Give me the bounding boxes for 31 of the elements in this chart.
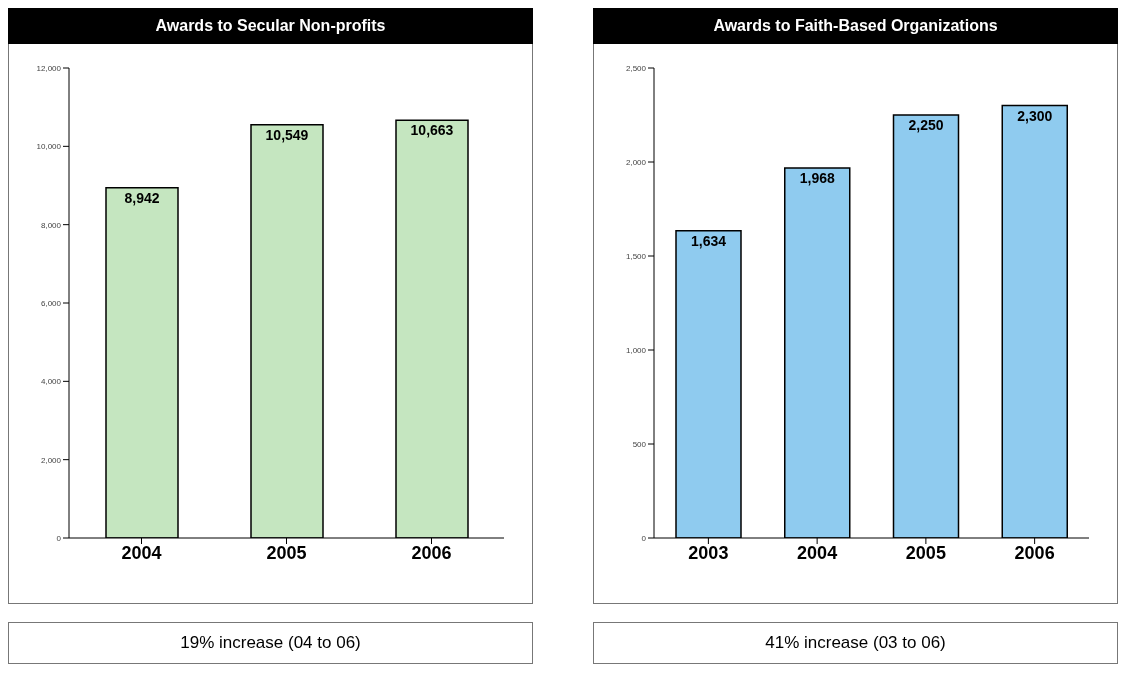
y-tick-label: 10,000 bbox=[36, 142, 62, 152]
y-tick-label: 2,500 bbox=[625, 63, 647, 73]
y-tick-label: 1,500 bbox=[625, 251, 647, 261]
x-tick-label: 2004 bbox=[121, 542, 162, 563]
y-tick-label: 6,000 bbox=[40, 298, 62, 308]
data-label: 2,300 bbox=[1017, 107, 1053, 124]
data-label: 10,663 bbox=[410, 122, 454, 139]
y-tick-label: 0 bbox=[56, 533, 62, 543]
text: 41% increase (03 to 06) bbox=[593, 622, 1118, 664]
chart-title: Awards to Faith-Based Organizations bbox=[593, 8, 1118, 44]
data-label: 1,968 bbox=[799, 169, 835, 186]
x-tick-label: 2003 bbox=[688, 542, 729, 563]
data-label: 8,942 bbox=[124, 189, 160, 206]
y-tick-label: 0 bbox=[641, 533, 647, 543]
y-tick-label: 12,000 bbox=[36, 63, 62, 73]
text: 19% increase (04 to 06) bbox=[8, 622, 533, 664]
data-label: 10,549 bbox=[265, 126, 309, 143]
y-tick-label: 4,000 bbox=[40, 377, 62, 387]
data-label: 2,250 bbox=[908, 116, 944, 133]
x-tick-label: 2005 bbox=[266, 542, 307, 563]
y-tick-label: 1,000 bbox=[625, 345, 647, 355]
data-label: 1,634 bbox=[690, 232, 727, 249]
y-tick-label: 500 bbox=[632, 439, 647, 449]
y-tick-label: 2,000 bbox=[40, 455, 62, 465]
chart-title: Awards to Secular Non-profits bbox=[8, 8, 533, 44]
x-tick-label: 2004 bbox=[797, 542, 838, 563]
x-tick-label: 2005 bbox=[905, 542, 946, 563]
y-tick-label: 2,000 bbox=[625, 157, 647, 167]
y-tick-label: 8,000 bbox=[40, 220, 62, 230]
x-tick-label: 2006 bbox=[411, 542, 452, 563]
x-tick-label: 2006 bbox=[1014, 542, 1055, 563]
